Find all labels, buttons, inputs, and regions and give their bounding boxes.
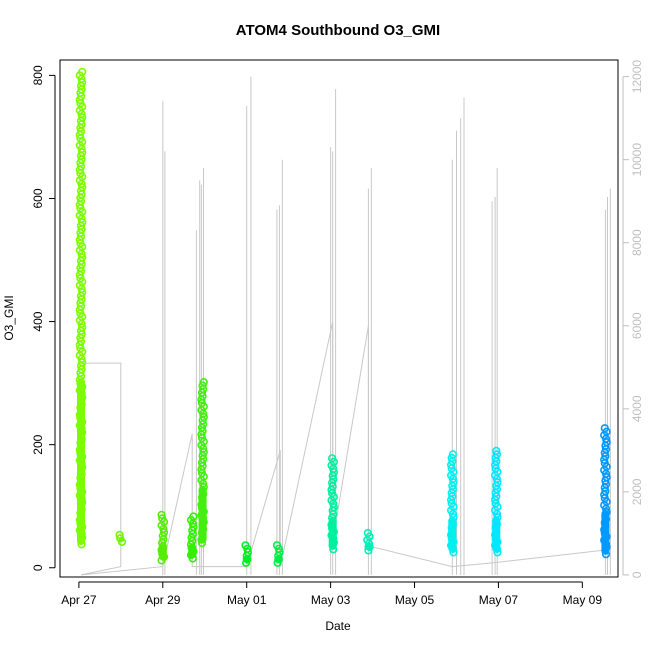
x-tick-label: May 01 bbox=[227, 593, 267, 607]
data-point bbox=[602, 438, 611, 447]
data-point bbox=[78, 358, 87, 367]
data-point bbox=[243, 548, 252, 557]
plot-border bbox=[59, 59, 619, 578]
data-point bbox=[78, 288, 87, 297]
data-point bbox=[78, 78, 87, 87]
chart-title: ATOM4 Southbound O3_GMI bbox=[236, 22, 440, 39]
data-point bbox=[157, 510, 166, 520]
data-cluster bbox=[158, 544, 167, 561]
data-point bbox=[492, 446, 501, 456]
data-point bbox=[199, 378, 208, 387]
data-point bbox=[241, 541, 250, 550]
data-point bbox=[600, 424, 609, 433]
data-point bbox=[448, 450, 458, 459]
data-cluster bbox=[116, 539, 125, 542]
x-tick-label: Apr 29 bbox=[145, 593, 181, 607]
data-point bbox=[115, 530, 124, 540]
data-cluster bbox=[198, 486, 207, 544]
data-cluster bbox=[601, 509, 610, 555]
data-point bbox=[189, 522, 198, 532]
data-point bbox=[78, 113, 87, 122]
data-cluster bbox=[492, 516, 501, 553]
data-cluster bbox=[274, 556, 283, 563]
y-tick-label: 0 bbox=[31, 564, 45, 571]
y-tick-label: 200 bbox=[31, 434, 45, 454]
y2-tick-label: 8000 bbox=[630, 229, 644, 256]
y2-tick-label: 10000 bbox=[630, 143, 644, 177]
data-point bbox=[189, 512, 198, 521]
plot-frame bbox=[59, 59, 619, 578]
y-tick-label: 400 bbox=[31, 311, 45, 331]
y-axis-label: O3_GMI bbox=[2, 295, 16, 340]
data-point bbox=[78, 253, 87, 262]
data-point bbox=[275, 548, 284, 557]
secondary-y-axis: 0 2000 4000 6000 8000 10000 12000 bbox=[622, 60, 644, 578]
data-point bbox=[272, 541, 282, 550]
plot-area bbox=[75, 67, 611, 576]
data-point bbox=[78, 323, 87, 332]
data-point bbox=[199, 413, 208, 422]
y2-tick-label: 4000 bbox=[630, 395, 644, 422]
y-tick-label: 800 bbox=[31, 65, 45, 85]
data-cluster bbox=[364, 543, 373, 551]
data-point bbox=[78, 218, 87, 227]
x-axis: Apr 27 Apr 29 May 01 May 03 May 05 May 07 May … bbox=[61, 581, 603, 607]
data-point bbox=[78, 183, 87, 192]
data-point bbox=[492, 450, 502, 459]
x-axis-label: Date bbox=[325, 619, 351, 633]
y-tick-label: 600 bbox=[31, 188, 45, 208]
data-point bbox=[78, 67, 87, 76]
data-cluster bbox=[77, 378, 85, 545]
data-point bbox=[363, 528, 372, 538]
y-axis: 0 200 400 600 800 bbox=[31, 65, 56, 571]
data-point bbox=[158, 514, 167, 523]
data-point bbox=[449, 478, 458, 487]
data-point bbox=[493, 478, 502, 487]
x-tick-label: May 09 bbox=[563, 593, 603, 607]
data-point bbox=[329, 468, 339, 477]
x-tick-label: May 07 bbox=[479, 593, 519, 607]
x-tick-label: May 05 bbox=[395, 593, 435, 607]
x-tick-label: Apr 27 bbox=[61, 593, 97, 607]
data-point bbox=[78, 148, 87, 157]
y2-tick-label: 12000 bbox=[630, 60, 644, 94]
altitude-line bbox=[80, 321, 606, 576]
x-tick-label: May 03 bbox=[311, 593, 351, 607]
data-point bbox=[199, 448, 208, 457]
data-cluster bbox=[188, 543, 197, 559]
data-point bbox=[329, 503, 339, 512]
data-cluster bbox=[242, 555, 251, 563]
data-point bbox=[328, 454, 337, 463]
y2-tick-label: 6000 bbox=[630, 312, 644, 339]
data-cluster bbox=[328, 517, 337, 550]
y2-tick-label: 0 bbox=[630, 571, 644, 578]
data-point bbox=[159, 528, 169, 537]
data-cluster bbox=[448, 517, 457, 553]
y2-tick-label: 2000 bbox=[630, 478, 644, 505]
data-point bbox=[602, 473, 611, 482]
